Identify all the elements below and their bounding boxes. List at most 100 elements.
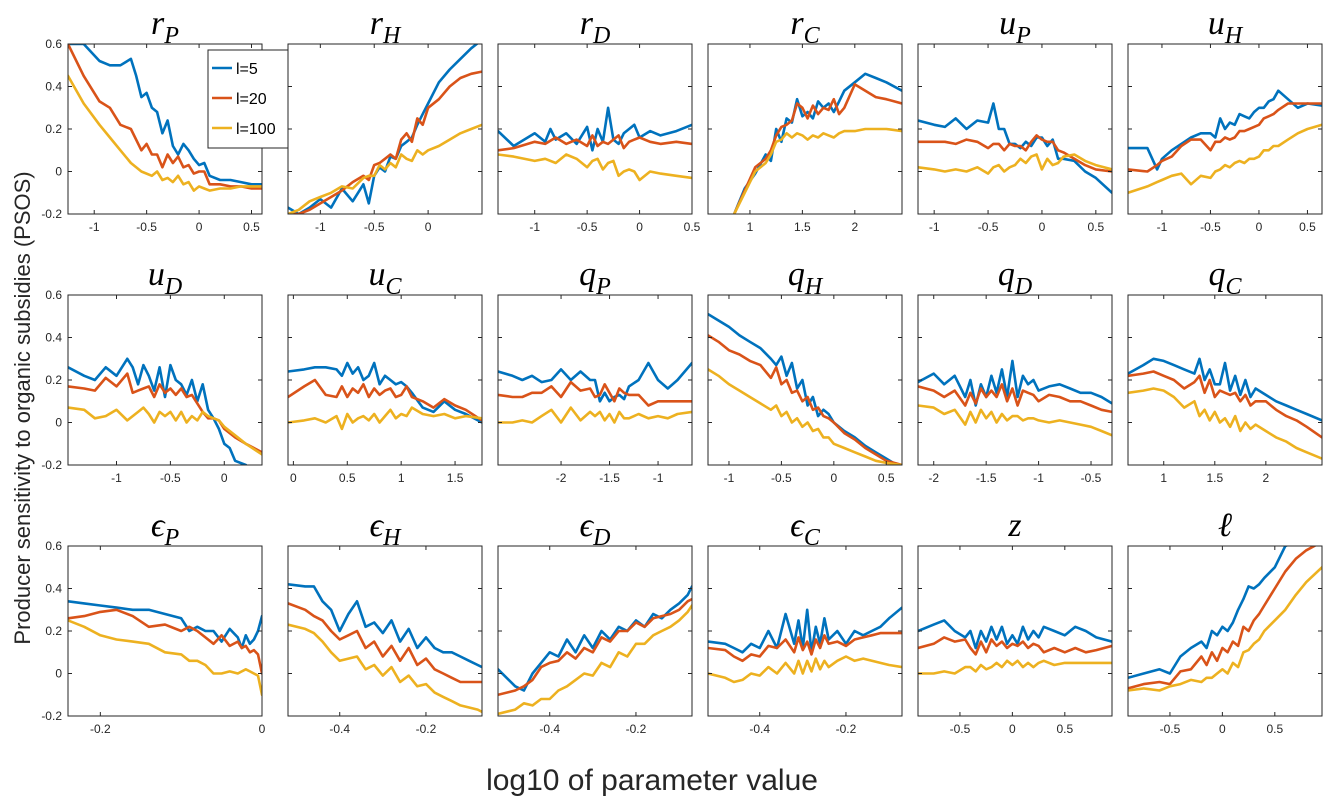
x-tick-label: -1 <box>315 220 326 234</box>
x-tick-label: -0.5 <box>577 220 598 234</box>
panel-title: uP <box>999 5 1031 49</box>
x-tick-label: -1 <box>529 220 540 234</box>
x-tick-label: -0.5 <box>978 220 999 234</box>
series-group <box>68 599 262 697</box>
x-tick-label: -0.5 <box>160 471 181 485</box>
x-tick-label: 0 <box>290 471 297 485</box>
series-line-l-100 <box>288 406 482 431</box>
y-axis-label: Producer sensitivity to organic subsidie… <box>10 171 35 644</box>
legend-entry-label: l=100 <box>236 121 276 138</box>
y-tick-label: 0 <box>55 165 62 179</box>
series-line-l-100 <box>498 406 692 424</box>
panel-title: z <box>1007 507 1021 544</box>
series-group <box>68 44 262 192</box>
series-group <box>1128 89 1322 195</box>
series-line-l-5 <box>68 357 248 465</box>
x-tick-label: -0.4 <box>539 722 560 736</box>
series-group <box>288 44 482 214</box>
panel-ℓ: -0.5 0 0.5 ℓ <box>1127 507 1323 736</box>
x-tick-label: 0.5 <box>878 471 895 485</box>
y-tick-label: 0.2 <box>45 122 62 136</box>
series-line-l-100 <box>1128 123 1322 195</box>
panel-title: qC <box>1208 256 1242 300</box>
series-line-l-100 <box>498 604 692 716</box>
series-line-l-20 <box>1128 102 1322 173</box>
x-tick-label: -1 <box>1157 220 1168 234</box>
x-tick-label: -0.5 <box>950 722 971 736</box>
panel-ϵ-c: -0.4 -0.2 ϵC <box>707 507 903 736</box>
panel-title: rH <box>370 5 402 49</box>
series-group <box>918 102 1112 195</box>
y-tick-label: 0 <box>55 416 62 430</box>
x-tick-label: -0.2 <box>836 722 857 736</box>
y-tick-label: -0.2 <box>41 458 62 472</box>
x-tick-label: 1 <box>398 471 405 485</box>
panel-r-c: 1 1.5 2 rC <box>707 5 903 234</box>
x-tick-label: 0 <box>1039 220 1046 234</box>
series-line-l-100 <box>918 153 1112 175</box>
y-tick-label: 0.2 <box>45 624 62 638</box>
panel-title: ϵC <box>790 507 821 551</box>
series-line-l-20 <box>288 378 482 422</box>
x-tick-label: -0.4 <box>749 722 770 736</box>
series-line-l-5 <box>498 361 692 403</box>
series-line-l-5 <box>918 359 1112 407</box>
legend-entry-label: l=5 <box>236 61 258 78</box>
x-tick-label: -0.2 <box>416 722 437 736</box>
series-group <box>288 361 482 431</box>
x-tick-label: 0.5 <box>1087 220 1104 234</box>
series-line-l-100 <box>68 619 262 697</box>
series-line-l-100 <box>918 659 1112 675</box>
series-line-l-20 <box>708 334 902 465</box>
panel-q-h: -1 -0.5 0 0.5 qH <box>707 256 903 485</box>
series-line-l-5 <box>288 582 482 669</box>
y-tick-label: -0.2 <box>41 709 62 723</box>
x-tick-label: -0.4 <box>329 722 350 736</box>
series-line-l-20 <box>68 44 262 190</box>
y-tick-label: 0.6 <box>45 37 62 51</box>
series-group <box>498 585 692 716</box>
series-line-l-20 <box>1128 370 1322 439</box>
x-tick-label: 2 <box>851 220 858 234</box>
x-tick-label: 0 <box>1256 220 1263 234</box>
series-line-l-100 <box>498 153 692 182</box>
panel-u-h: -1 -0.5 0 0.5 uH <box>1127 5 1323 234</box>
series-line-l-20 <box>918 636 1112 656</box>
panel-r-p: -0.2 0 0.2 0.4 0.6 -1 -0.5 0 0.5 rP <box>41 5 263 234</box>
series-line-l-5 <box>918 102 1112 195</box>
panel-title: ℓ <box>1218 507 1232 544</box>
panel-title: qP <box>579 256 611 300</box>
x-tick-label: -2 <box>928 471 939 485</box>
series-line-l-5 <box>1128 89 1322 171</box>
panel-u-d: -0.2 0 0.2 0.4 0.6 -1 -0.5 0 uD <box>41 256 263 485</box>
series-line-l-20 <box>708 631 902 663</box>
x-tick-label: -1 <box>89 220 100 234</box>
series-group <box>708 312 902 465</box>
x-tick-label: 1.5 <box>1206 471 1223 485</box>
legend: l=5 l=20 l=100 <box>207 49 289 149</box>
series-line-l-100 <box>68 74 262 192</box>
x-tick-label: -0.5 <box>1200 220 1221 234</box>
x-tick-label: -1 <box>724 471 735 485</box>
series-line-l-5 <box>68 599 262 650</box>
series-line-l-5 <box>498 106 692 152</box>
panel-u-p: -1 -0.5 0 0.5 uP <box>917 5 1113 234</box>
x-tick-label: -0.2 <box>90 722 111 736</box>
series-line-l-100 <box>1128 565 1322 692</box>
x-tick-label: 0.5 <box>1266 722 1283 736</box>
x-tick-label: 0 <box>425 220 432 234</box>
series-line-l-5 <box>1128 546 1289 680</box>
panel-u-c: 0 0.5 1 1.5 uC <box>287 256 483 485</box>
panel-title: ϵD <box>579 507 610 551</box>
series-line-l-20 <box>1128 546 1317 690</box>
series-line-l-100 <box>732 127 902 214</box>
series-line-l-100 <box>68 406 262 456</box>
x-tick-label: 0 <box>221 471 228 485</box>
panel-z: -0.5 0 0.5 z <box>917 507 1113 736</box>
x-tick-label: 1.5 <box>794 220 811 234</box>
series-line-l-20 <box>498 134 692 152</box>
panel-title: ϵP <box>151 507 180 551</box>
legend-entry-label: l=20 <box>236 91 267 108</box>
panel-title: qD <box>998 256 1032 300</box>
